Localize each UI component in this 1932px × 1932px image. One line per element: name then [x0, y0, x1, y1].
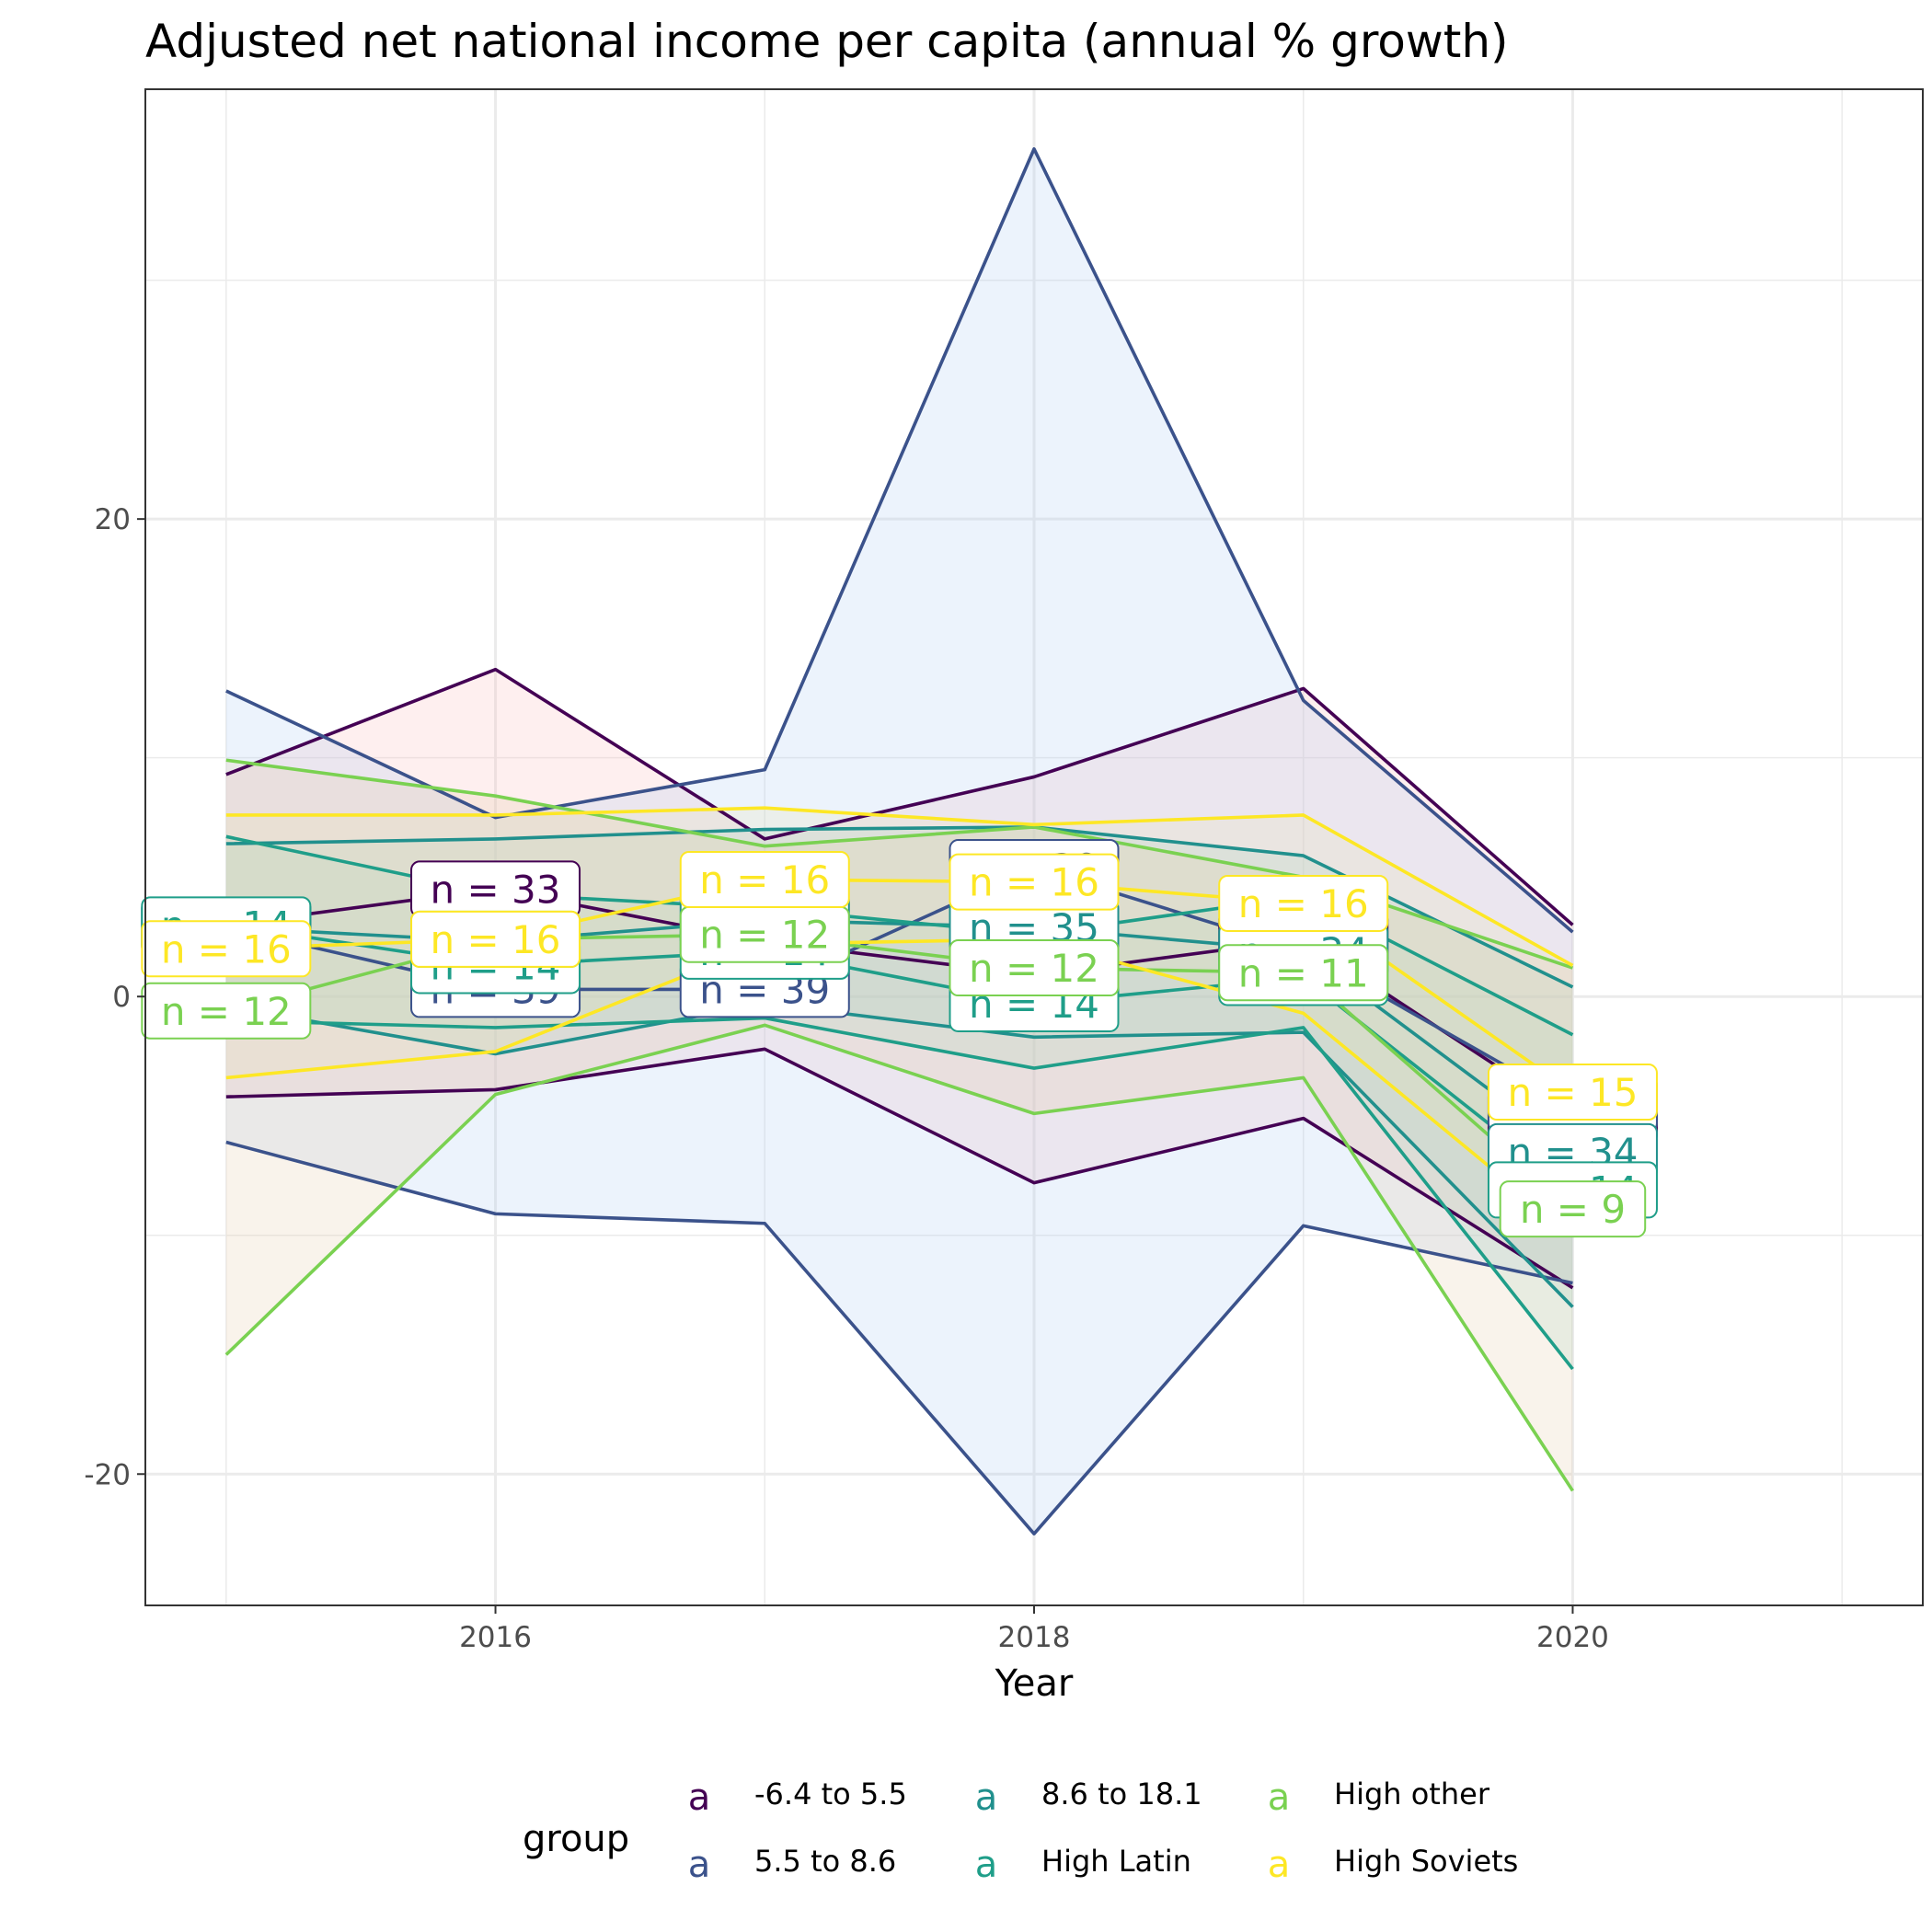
- legend-title: group: [523, 1818, 629, 1860]
- series-line-upper: [225, 806, 1574, 968]
- n-label: n = 16: [141, 920, 312, 978]
- legend-item: a -6.4 to 5.5: [688, 1777, 907, 1819]
- series-line-upper: [225, 667, 1574, 926]
- legend-key-glyph: a: [975, 1844, 998, 1886]
- n-label: n = 16: [410, 910, 581, 968]
- chart-title: Adjusted net national income per capita …: [145, 15, 1509, 68]
- n-label-text: n = 12: [161, 989, 292, 1034]
- legend-item: a 8.6 to 18.1: [975, 1777, 1202, 1819]
- x-tick-label: 2016: [459, 1621, 532, 1654]
- n-label: n = 9: [1499, 1180, 1647, 1238]
- legend-key-glyph: a: [1268, 1844, 1291, 1886]
- n-label-text: n = 9: [1520, 1187, 1626, 1232]
- y-tick-label: 0: [112, 981, 131, 1014]
- n-label: n = 12: [949, 939, 1120, 997]
- n-label-box: [949, 939, 1120, 997]
- legend-label: High other: [1334, 1777, 1490, 1811]
- n-label-text: n = 11: [1238, 950, 1369, 995]
- series-line-lower: [225, 1140, 1573, 1535]
- legend-label: 8.6 to 18.1: [1041, 1777, 1202, 1811]
- n-label: n = 33: [410, 860, 581, 918]
- series-line-lower: [225, 1016, 1574, 1371]
- n-label: n = 16: [1218, 874, 1389, 932]
- series-line-lower: [225, 1002, 1574, 1308]
- x-axis: 2016 2018 2020: [459, 1605, 1609, 1654]
- n-label-box: [1487, 1064, 1658, 1121]
- legend-label: High Latin: [1041, 1844, 1191, 1879]
- legend-key-glyph: a: [1268, 1777, 1291, 1819]
- legend-label: 5.5 to 8.6: [754, 1844, 896, 1879]
- legend-key-glyph: a: [688, 1777, 711, 1819]
- legend-item: a 5.5 to 8.6: [688, 1844, 897, 1886]
- n-label-box: [141, 920, 312, 978]
- x-tick-label: 2020: [1536, 1621, 1609, 1654]
- legend-item: a High other: [1268, 1777, 1490, 1819]
- n-label-text: n = 15: [1507, 1070, 1638, 1115]
- n-label-box: [141, 982, 312, 1040]
- n-label: n = 12: [141, 982, 312, 1040]
- n-label: n = 15: [1487, 1064, 1658, 1121]
- n-label-text: n = 16: [161, 926, 292, 972]
- n-label-text: n = 12: [699, 913, 830, 958]
- n-label-box: [1218, 874, 1389, 932]
- legend-key-glyph: a: [975, 1777, 998, 1819]
- n-label: n = 11: [1218, 944, 1389, 1002]
- n-label-box: [1499, 1180, 1647, 1238]
- n-label: n = 16: [679, 851, 850, 909]
- series-line-lower: [224, 1023, 1574, 1492]
- n-label-text: n = 16: [1238, 881, 1369, 926]
- y-tick-label: 20: [95, 503, 131, 536]
- n-label: n = 12: [679, 905, 850, 963]
- legend-key-glyph: a: [688, 1844, 711, 1886]
- legend-item: a High Latin: [975, 1844, 1191, 1886]
- series-line-upper: [225, 147, 1574, 934]
- n-labels-layer: n = 33n = 34n = 34n = 39n = 39n = 39n = …: [141, 839, 1658, 1238]
- y-axis: -20 0 20: [84, 503, 145, 1491]
- n-label-text: n = 16: [431, 917, 561, 962]
- series-line-lower: [225, 937, 1574, 1237]
- n-label: n = 16: [949, 853, 1120, 911]
- n-label-box: [410, 910, 581, 968]
- legend: group a -6.4 to 5.5 a 5.5 to 8.6 a 8.6 to 18.…: [523, 1777, 1518, 1886]
- n-label-text: n = 16: [699, 857, 830, 903]
- n-label-text: n = 12: [969, 946, 1099, 991]
- x-tick-label: 2018: [998, 1621, 1071, 1654]
- x-axis-title: Year: [995, 1662, 1074, 1705]
- n-label-text: n = 16: [969, 860, 1099, 905]
- ribbon-band: [225, 148, 1573, 1535]
- legend-item: a High Soviets: [1268, 1844, 1519, 1886]
- n-label-text: n = 33: [431, 867, 561, 912]
- legend-label: High Soviets: [1334, 1844, 1518, 1879]
- legend-label: -6.4 to 5.5: [754, 1777, 907, 1811]
- n-label-box: [1218, 944, 1389, 1002]
- n-label-box: [949, 853, 1120, 911]
- y-tick-label: -20: [84, 1458, 131, 1491]
- n-label-box: [679, 851, 850, 909]
